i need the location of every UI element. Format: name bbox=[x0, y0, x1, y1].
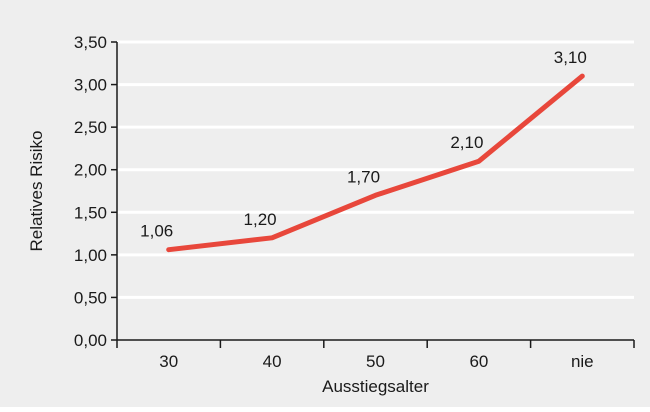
data-labels: 1,06 1,20 1,70 2,10 3,10 bbox=[140, 48, 587, 241]
y-tick-label: 2,50 bbox=[74, 118, 107, 137]
series-lines bbox=[166, 73, 585, 253]
x-tick-label: 40 bbox=[263, 352, 282, 371]
axes bbox=[111, 41, 635, 348]
x-tick-label: 30 bbox=[159, 352, 178, 371]
y-tick-label: 3,00 bbox=[74, 76, 107, 95]
y-tick-label: 2,00 bbox=[74, 161, 107, 180]
y-tick-label: 1,00 bbox=[74, 246, 107, 265]
data-label: 1,06 bbox=[140, 222, 173, 241]
y-tick-label: 3,50 bbox=[74, 33, 107, 52]
y-axis-title: Relatives Risiko bbox=[27, 131, 46, 252]
x-axis-title: Ausstiegsalter bbox=[322, 377, 429, 396]
y-tick-label: 1,50 bbox=[74, 203, 107, 222]
y-tick-label: 0,00 bbox=[74, 331, 107, 350]
data-label: 3,10 bbox=[554, 48, 587, 67]
data-label: 2,10 bbox=[450, 133, 483, 152]
y-tick-label: 0,50 bbox=[74, 288, 107, 307]
series-line bbox=[166, 73, 585, 253]
x-tick-label: 60 bbox=[469, 352, 488, 371]
data-label: 1,70 bbox=[347, 167, 380, 186]
gridlines bbox=[117, 40, 634, 299]
x-tick-label: 50 bbox=[366, 352, 385, 371]
y-tick-labels: 0,00 0,50 1,00 1,50 2,00 2,50 3,00 3,50 bbox=[74, 33, 107, 350]
x-tick-labels: 30 40 50 60 nie bbox=[159, 352, 593, 371]
data-label: 1,20 bbox=[244, 210, 277, 229]
x-tick-label: nie bbox=[571, 352, 594, 371]
